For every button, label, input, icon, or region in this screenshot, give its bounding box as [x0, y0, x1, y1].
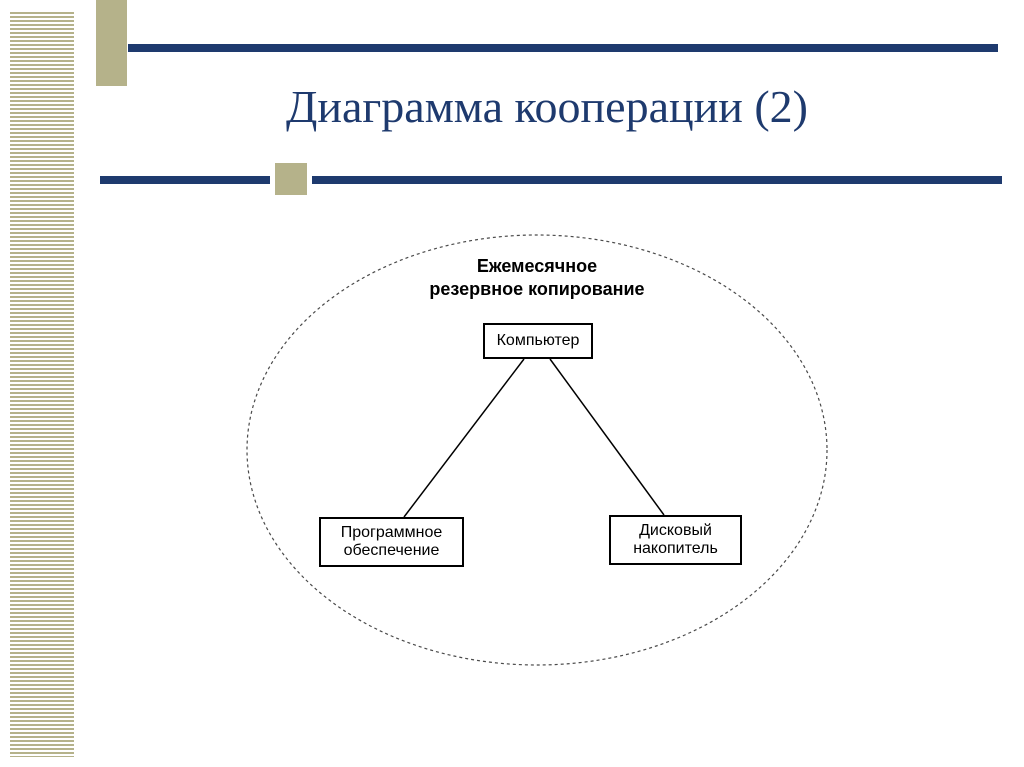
node-computer: Компьютер — [483, 323, 593, 359]
slide: Диаграмма кооперации (2) Ежемесячное рез… — [0, 0, 1024, 767]
node-computer-label: Компьютер — [497, 332, 580, 350]
node-software-line1: Программное — [341, 524, 443, 541]
edge-computer-software — [404, 359, 524, 517]
node-disk-line1: Дисковый — [639, 522, 712, 539]
ellipse-label-line1: Ежемесячное — [477, 256, 597, 276]
node-disk: Дисковыйнакопитель — [609, 515, 742, 565]
node-disk-line2: накопитель — [633, 540, 718, 557]
node-software: Программноеобеспечение — [319, 517, 464, 567]
cooperation-diagram-svg — [0, 0, 1024, 767]
ellipse-label: Ежемесячное резервное копирование — [407, 255, 667, 300]
ellipse-label-line2: резервное копирование — [429, 279, 644, 299]
node-software-line2: обеспечение — [344, 542, 440, 559]
edge-computer-disk — [550, 359, 664, 515]
